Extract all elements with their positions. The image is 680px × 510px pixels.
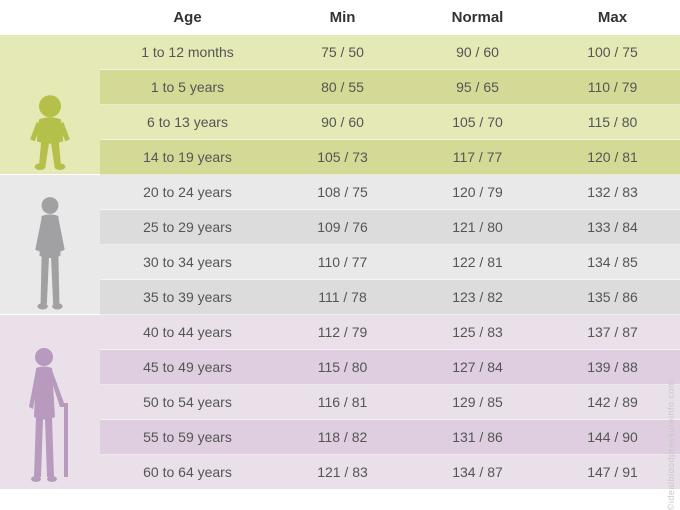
table-row: 50 to 54 years 116 / 81 129 / 85 142 / 8… [0, 385, 680, 420]
senior-silhouette-icon [22, 345, 78, 485]
table-row: 25 to 29 years 109 / 76 121 / 80 133 / 8… [0, 210, 680, 245]
group-child: 1 to 12 months 75 / 50 90 / 60 100 / 75 … [0, 35, 680, 175]
cell-age: 40 to 44 years [100, 315, 275, 350]
credit-text: ©idealbloodpressureinfo.com [666, 380, 676, 510]
cell-normal: 125 / 83 [410, 315, 545, 350]
table-row: 60 to 64 years 121 / 83 134 / 87 147 / 9… [0, 455, 680, 490]
header-age: Age [100, 1, 275, 35]
child-silhouette-icon [28, 93, 72, 170]
icon-cell-adult [0, 175, 100, 315]
table-row: 35 to 39 years 111 / 78 123 / 82 135 / 8… [0, 280, 680, 315]
cell-max: 120 / 81 [545, 140, 680, 175]
cell-normal: 121 / 80 [410, 210, 545, 245]
cell-min: 108 / 75 [275, 175, 410, 210]
table-row: 14 to 19 years 105 / 73 117 / 77 120 / 8… [0, 140, 680, 175]
cell-max: 147 / 91 [545, 455, 680, 490]
cell-age: 1 to 5 years [100, 70, 275, 105]
header-min: Min [275, 1, 410, 35]
cell-age: 30 to 34 years [100, 245, 275, 280]
cell-normal: 105 / 70 [410, 105, 545, 140]
table-row: 45 to 49 years 115 / 80 127 / 84 139 / 8… [0, 350, 680, 385]
cell-max: 137 / 87 [545, 315, 680, 350]
table-row: 55 to 59 years 118 / 82 131 / 86 144 / 9… [0, 420, 680, 455]
cell-min: 110 / 77 [275, 245, 410, 280]
icon-cell-child [0, 35, 100, 175]
cell-min: 90 / 60 [275, 105, 410, 140]
cell-age: 25 to 29 years [100, 210, 275, 245]
cell-min: 111 / 78 [275, 280, 410, 315]
cell-min: 112 / 79 [275, 315, 410, 350]
cell-normal: 90 / 60 [410, 35, 545, 70]
adult-silhouette-icon [29, 195, 71, 311]
cell-min: 121 / 83 [275, 455, 410, 490]
cell-normal: 129 / 85 [410, 385, 545, 420]
cell-max: 144 / 90 [545, 420, 680, 455]
cell-max: 135 / 86 [545, 280, 680, 315]
cell-normal: 127 / 84 [410, 350, 545, 385]
header-max: Max [545, 1, 680, 35]
cell-max: 134 / 85 [545, 245, 680, 280]
cell-normal: 123 / 82 [410, 280, 545, 315]
group-senior: 40 to 44 years 112 / 79 125 / 83 137 / 8… [0, 315, 680, 490]
cell-age: 50 to 54 years [100, 385, 275, 420]
cell-normal: 131 / 86 [410, 420, 545, 455]
bp-table: Age Min Normal Max 1 to 12 months 75 / 5… [0, 0, 680, 489]
header-icon-cell [0, 1, 100, 35]
table-row: 30 to 34 years 110 / 77 122 / 81 134 / 8… [0, 245, 680, 280]
cell-min: 109 / 76 [275, 210, 410, 245]
cell-max: 139 / 88 [545, 350, 680, 385]
table-row: 6 to 13 years 90 / 60 105 / 70 115 / 80 [0, 105, 680, 140]
cell-max: 142 / 89 [545, 385, 680, 420]
table-row: 1 to 5 years 80 / 55 95 / 65 110 / 79 [0, 70, 680, 105]
cell-min: 75 / 50 [275, 35, 410, 70]
cell-max: 110 / 79 [545, 70, 680, 105]
cell-max: 115 / 80 [545, 105, 680, 140]
cell-age: 6 to 13 years [100, 105, 275, 140]
cell-normal: 120 / 79 [410, 175, 545, 210]
header-normal: Normal [410, 1, 545, 35]
cell-max: 100 / 75 [545, 35, 680, 70]
cell-max: 133 / 84 [545, 210, 680, 245]
group-adult: 20 to 24 years 108 / 75 120 / 79 132 / 8… [0, 175, 680, 315]
cell-min: 116 / 81 [275, 385, 410, 420]
cell-age: 35 to 39 years [100, 280, 275, 315]
cell-normal: 134 / 87 [410, 455, 545, 490]
cell-normal: 117 / 77 [410, 140, 545, 175]
cell-age: 1 to 12 months [100, 35, 275, 70]
cell-age: 60 to 64 years [100, 455, 275, 490]
cell-min: 105 / 73 [275, 140, 410, 175]
cell-min: 80 / 55 [275, 70, 410, 105]
cell-max: 132 / 83 [545, 175, 680, 210]
cell-normal: 122 / 81 [410, 245, 545, 280]
table-row: 1 to 12 months 75 / 50 90 / 60 100 / 75 [0, 35, 680, 70]
cell-age: 45 to 49 years [100, 350, 275, 385]
cell-age: 14 to 19 years [100, 140, 275, 175]
cell-min: 118 / 82 [275, 420, 410, 455]
table-row: 40 to 44 years 112 / 79 125 / 83 137 / 8… [0, 315, 680, 350]
cell-min: 115 / 80 [275, 350, 410, 385]
cell-normal: 95 / 65 [410, 70, 545, 105]
table-header-row: Age Min Normal Max [0, 1, 680, 35]
icon-cell-senior [0, 315, 100, 490]
cell-age: 55 to 59 years [100, 420, 275, 455]
table-row: 20 to 24 years 108 / 75 120 / 79 132 / 8… [0, 175, 680, 210]
cell-age: 20 to 24 years [100, 175, 275, 210]
